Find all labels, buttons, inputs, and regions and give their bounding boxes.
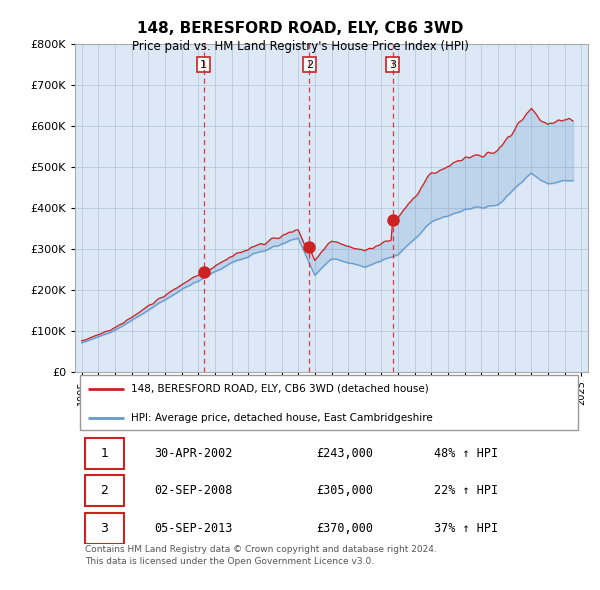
Text: 148, BERESFORD ROAD, ELY, CB6 3WD (detached house): 148, BERESFORD ROAD, ELY, CB6 3WD (detac… bbox=[131, 384, 429, 394]
FancyBboxPatch shape bbox=[85, 476, 124, 506]
Text: 05-SEP-2013: 05-SEP-2013 bbox=[155, 522, 233, 535]
Text: £305,000: £305,000 bbox=[316, 484, 373, 497]
Text: 37% ↑ HPI: 37% ↑ HPI bbox=[434, 522, 498, 535]
Text: HPI: Average price, detached house, East Cambridgeshire: HPI: Average price, detached house, East… bbox=[131, 413, 433, 423]
Text: 148, BERESFORD ROAD, ELY, CB6 3WD: 148, BERESFORD ROAD, ELY, CB6 3WD bbox=[137, 21, 463, 35]
Text: Contains HM Land Registry data © Crown copyright and database right 2024.
This d: Contains HM Land Registry data © Crown c… bbox=[85, 546, 437, 566]
FancyBboxPatch shape bbox=[80, 375, 578, 431]
Text: Price paid vs. HM Land Registry's House Price Index (HPI): Price paid vs. HM Land Registry's House … bbox=[131, 40, 469, 53]
Text: 2: 2 bbox=[101, 484, 109, 497]
Text: 3: 3 bbox=[389, 60, 396, 70]
FancyBboxPatch shape bbox=[85, 438, 124, 469]
Text: 30-APR-2002: 30-APR-2002 bbox=[155, 447, 233, 460]
Text: £243,000: £243,000 bbox=[316, 447, 373, 460]
Text: 22% ↑ HPI: 22% ↑ HPI bbox=[434, 484, 498, 497]
Text: 02-SEP-2008: 02-SEP-2008 bbox=[155, 484, 233, 497]
Text: 1: 1 bbox=[101, 447, 109, 460]
Text: 1: 1 bbox=[200, 60, 207, 70]
Text: 2: 2 bbox=[306, 60, 313, 70]
Text: £370,000: £370,000 bbox=[316, 522, 373, 535]
FancyBboxPatch shape bbox=[85, 513, 124, 544]
Text: 3: 3 bbox=[101, 522, 109, 535]
Text: 48% ↑ HPI: 48% ↑ HPI bbox=[434, 447, 498, 460]
